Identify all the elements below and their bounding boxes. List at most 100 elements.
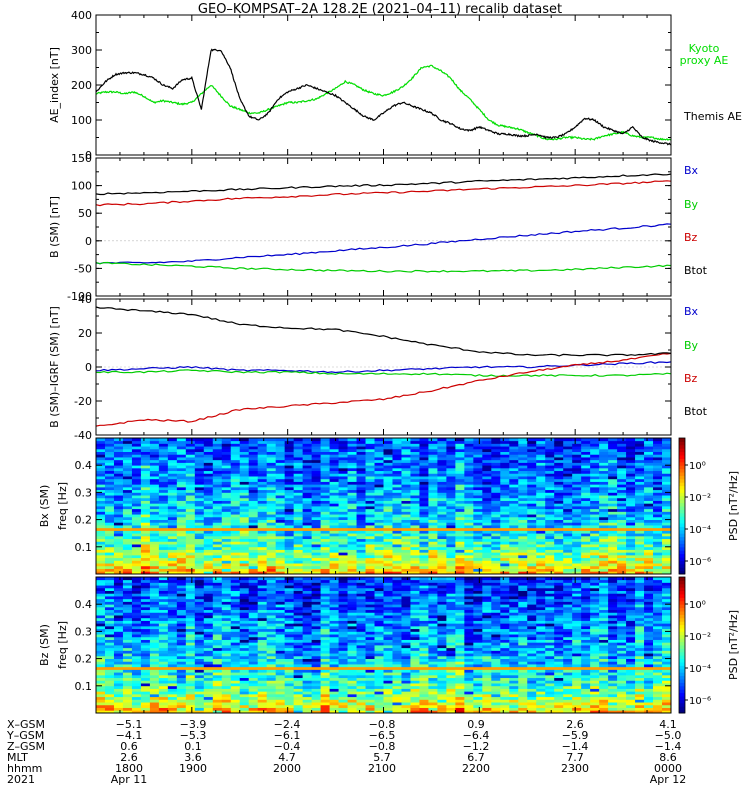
spectrogram-cell: [186, 596, 195, 599]
plot-frame: [96, 15, 671, 155]
spectrogram-cell: [428, 482, 437, 485]
spectrogram-cell: [195, 631, 204, 634]
spectrogram-cell: [150, 702, 159, 705]
spectrogram-cell: [141, 645, 150, 648]
spectrogram-cell: [213, 479, 222, 482]
spectrogram-cell: [114, 582, 123, 585]
spectrogram-cell: [123, 593, 132, 596]
spectrogram-cell: [303, 664, 312, 667]
spectrogram-cell: [114, 648, 123, 651]
spectrogram-cell: [330, 582, 339, 585]
spectrogram-cell: [204, 653, 213, 656]
spectrogram-cell: [419, 473, 428, 476]
spectrogram-cell: [177, 449, 186, 452]
spectrogram-cell: [384, 560, 393, 563]
spectrogram-cell: [132, 601, 141, 604]
spectrogram-cell: [168, 650, 177, 653]
spectrogram-cell: [500, 550, 509, 553]
spectrogram-cell: [195, 656, 204, 659]
spectrogram-cell: [168, 705, 177, 708]
spectrogram-cell: [321, 642, 330, 645]
spectrogram-cell: [168, 629, 177, 632]
spectrogram-cell: [213, 533, 222, 536]
spectrogram-cell: [150, 634, 159, 637]
spectrogram-cell: [231, 672, 240, 675]
spectrogram-cell: [437, 522, 446, 525]
spectrogram-cell: [159, 563, 168, 566]
spectrogram-cell: [437, 457, 446, 460]
spectrogram-cell: [617, 511, 626, 514]
spectrogram-cell: [123, 560, 132, 563]
spectrogram-cell: [608, 544, 617, 547]
spectrogram-cell: [159, 686, 168, 689]
spectrogram-cell: [123, 555, 132, 558]
spectrogram-cell: [653, 509, 662, 512]
spectrogram-cell: [177, 446, 186, 449]
spectrogram-cell: [249, 664, 258, 667]
spectrogram-cell: [464, 443, 473, 446]
spectrogram-cell: [653, 471, 662, 474]
spectrogram-cell: [321, 522, 330, 525]
spectrogram-cell: [473, 501, 482, 504]
spectrogram-cell: [303, 479, 312, 482]
spectrogram-cell: [392, 479, 401, 482]
spectrogram-cell: [285, 607, 294, 610]
spectrogram-cell: [168, 520, 177, 523]
spectrogram-cell: [267, 669, 276, 672]
spectrogram-cell: [428, 479, 437, 482]
spectrogram-cell: [204, 569, 213, 572]
spectrogram-cell: [303, 558, 312, 561]
spectrogram-cell: [195, 610, 204, 613]
spectrogram-cell: [321, 664, 330, 667]
spectrogram-cell: [96, 593, 105, 596]
spectrogram-cell: [231, 460, 240, 463]
spectrogram-cell: [114, 667, 123, 670]
spectrogram-cell: [195, 618, 204, 621]
spectrogram-cell: [96, 615, 105, 618]
spectrogram-cell: [392, 441, 401, 444]
spectrogram-cell: [518, 479, 527, 482]
spectrogram-cell: [366, 506, 375, 509]
spectrogram-cell: [222, 689, 231, 692]
spectrogram-cell: [195, 615, 204, 618]
spectrogram-cell: [114, 591, 123, 594]
spectrogram-cell: [608, 541, 617, 544]
spectrogram-cell: [635, 498, 644, 501]
spectrogram-cell: [231, 680, 240, 683]
spectrogram-cell: [114, 452, 123, 455]
spectrogram-cell: [294, 623, 303, 626]
spectrogram-cell: [222, 596, 231, 599]
spectrogram-cell: [96, 471, 105, 474]
spectrogram-cell: [339, 691, 348, 694]
spectrogram-cell: [177, 457, 186, 460]
spectrogram-cell: [446, 476, 455, 479]
spectrogram-cell: [662, 566, 671, 569]
spectrogram-cell: [159, 441, 168, 444]
spectrogram-cell: [123, 648, 132, 651]
spectrogram-cell: [563, 536, 572, 539]
spectrogram-cell: [240, 511, 249, 514]
spectrogram-cell: [159, 479, 168, 482]
spectrogram-cell: [186, 653, 195, 656]
spectrogram-cell: [527, 511, 536, 514]
spectrogram-cell: [446, 495, 455, 498]
spectrogram-cell: [96, 621, 105, 624]
spectrogram-cell: [303, 626, 312, 629]
spectrogram-cell: [545, 479, 554, 482]
spectrogram-cell: [303, 541, 312, 544]
spectrogram-cell: [437, 511, 446, 514]
spectrogram-cell: [662, 522, 671, 525]
spectrogram-cell: [357, 484, 366, 487]
spectrogram-cell: [437, 443, 446, 446]
spectrogram-cell: [231, 514, 240, 517]
spectrogram-cell: [482, 566, 491, 569]
spectrogram-cell: [249, 585, 258, 588]
spectrogram-cell: [455, 441, 464, 444]
spectrogram-cell: [240, 471, 249, 474]
spectrogram-cell: [267, 664, 276, 667]
spectrogram-cell: [141, 640, 150, 643]
spectrogram-cell: [348, 541, 357, 544]
spectrogram-cell: [339, 454, 348, 457]
spectrogram-cell: [267, 487, 276, 490]
